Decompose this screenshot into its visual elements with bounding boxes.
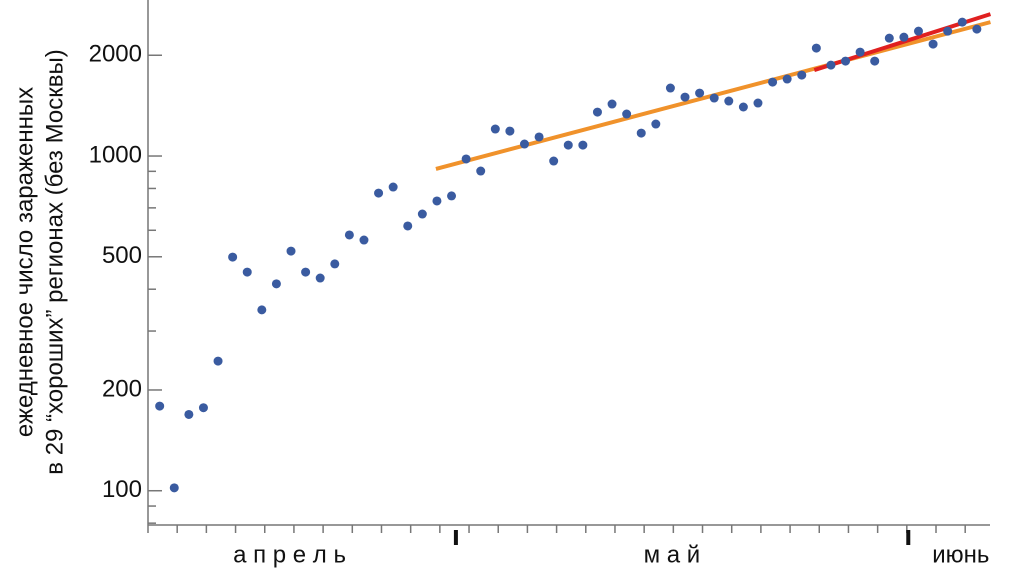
data-point bbox=[213, 356, 223, 366]
data-point bbox=[826, 60, 836, 70]
data-point bbox=[651, 119, 661, 129]
data-point bbox=[447, 191, 457, 201]
data-point bbox=[841, 56, 851, 66]
x-tick-label: м а й bbox=[644, 541, 701, 568]
data-point bbox=[957, 17, 967, 27]
data-point bbox=[184, 409, 194, 419]
data-point bbox=[913, 26, 923, 36]
y-axis-label: ежедневное число зараженных bbox=[11, 87, 38, 437]
data-point bbox=[563, 140, 573, 150]
data-point bbox=[534, 132, 544, 142]
data-point bbox=[972, 24, 982, 34]
data-point bbox=[884, 33, 894, 43]
data-point bbox=[709, 93, 719, 103]
data-point bbox=[549, 156, 559, 166]
data-point bbox=[330, 259, 340, 269]
y-axis-label: в 29 “хороших” регионах (без Москвы) bbox=[41, 49, 68, 474]
y-tick-label: 2000 bbox=[89, 41, 142, 68]
x-tick-label: а п р е л ь bbox=[233, 541, 346, 568]
data-point bbox=[782, 74, 792, 84]
data-point bbox=[228, 252, 238, 262]
data-point bbox=[899, 32, 909, 42]
data-point bbox=[490, 124, 500, 134]
data-point bbox=[855, 47, 865, 57]
data-point bbox=[271, 279, 281, 289]
y-tick-label: 500 bbox=[102, 242, 142, 269]
data-point bbox=[315, 273, 325, 283]
data-point bbox=[155, 401, 165, 411]
data-point bbox=[811, 43, 821, 53]
data-point bbox=[519, 139, 529, 149]
data-point bbox=[665, 83, 675, 93]
data-point bbox=[403, 221, 413, 231]
data-point bbox=[461, 154, 471, 164]
data-point bbox=[417, 209, 427, 219]
data-point bbox=[943, 26, 953, 36]
data-point bbox=[286, 246, 296, 256]
data-point bbox=[198, 403, 208, 413]
data-point bbox=[592, 107, 602, 117]
data-point bbox=[738, 102, 748, 112]
y-tick-label: 1000 bbox=[89, 141, 142, 168]
data-point bbox=[636, 128, 646, 138]
data-point bbox=[680, 92, 690, 102]
data-point bbox=[344, 230, 354, 240]
data-point bbox=[476, 166, 486, 176]
data-point bbox=[505, 126, 515, 136]
data-point bbox=[607, 99, 617, 109]
data-point bbox=[870, 56, 880, 66]
data-point bbox=[578, 140, 588, 150]
x-tick-label: июнь bbox=[932, 541, 989, 568]
data-point bbox=[797, 70, 807, 80]
data-point bbox=[169, 483, 179, 493]
data-point bbox=[301, 267, 311, 277]
data-point bbox=[257, 305, 267, 315]
data-point bbox=[242, 267, 252, 277]
data-point bbox=[359, 235, 369, 245]
y-tick-label: 200 bbox=[102, 375, 142, 402]
data-point bbox=[753, 98, 763, 108]
data-point bbox=[724, 96, 734, 106]
data-point bbox=[928, 39, 938, 49]
data-point bbox=[695, 88, 705, 98]
data-point bbox=[768, 77, 778, 87]
data-point bbox=[432, 196, 442, 206]
data-point bbox=[374, 188, 384, 198]
data-point bbox=[388, 182, 398, 192]
data-point bbox=[622, 109, 632, 119]
y-tick-label: 100 bbox=[102, 476, 142, 503]
